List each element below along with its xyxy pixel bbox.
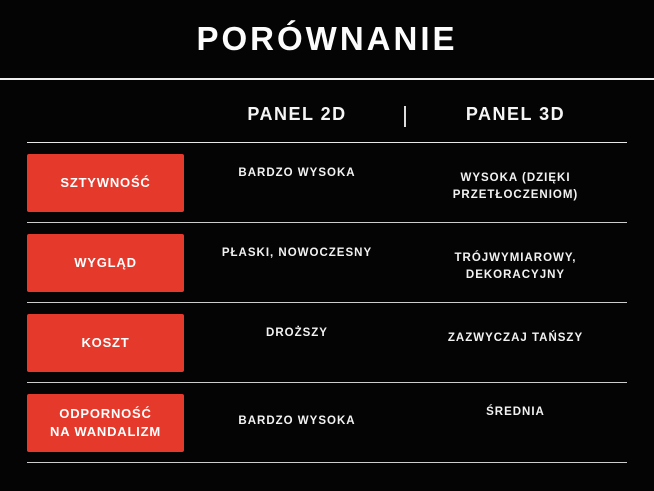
cell-panel2d-value: PŁASKI, NOWOCZESNY [221, 247, 373, 259]
row-label-cell: KOSZT [27, 303, 189, 382]
cell-panel2d-value: DROŻSZY [266, 327, 328, 339]
cell-panel3d-value: ZAZWYCZAJ TAŃSZY [447, 332, 584, 344]
table-row: SZTYWNOŚĆ BARDZO WYSOKA WYSOKA (DZIĘKI P… [27, 143, 627, 223]
row-label-box: ODPORNOŚĆ NA WANDALIZM [27, 393, 184, 452]
header-spacer [27, 80, 189, 142]
row-label: WYGLĄD [74, 254, 137, 270]
page-title: PORÓWNANIE [196, 20, 458, 57]
header-divider [404, 106, 406, 127]
row-label-cell: ODPORNOŚĆ NA WANDALIZM [27, 383, 189, 462]
row-label-box: KOSZT [27, 313, 184, 372]
header-panel-3d: PANEL 3D [465, 103, 566, 124]
row-label: SZTYWNOŚĆ [60, 174, 151, 190]
cell-panel3d-value: TRÓJWYMIAROWY, DEKORACYJNY [454, 252, 577, 282]
comparison-table: PANEL 2D PANEL 3D SZTYWNOŚĆ BARDZO WYSOK… [27, 80, 627, 463]
row-label-cell: WYGLĄD [27, 223, 189, 302]
cell-panel2d-value: BARDZO WYSOKA [238, 415, 356, 427]
row-label-cell: SZTYWNOŚĆ [27, 143, 189, 222]
table-row: WYGLĄD PŁASKI, NOWOCZESNY TRÓJWYMIAROWY,… [27, 223, 627, 303]
row-label-box: SZTYWNOŚĆ [27, 153, 184, 212]
row-label-box: WYGLĄD [27, 233, 184, 292]
row-label: ODPORNOŚĆ NA WANDALIZM [50, 405, 161, 439]
table-row: ODPORNOŚĆ NA WANDALIZM BARDZO WYSOKA ŚRE… [27, 383, 627, 463]
header-panel-2d: PANEL 2D [247, 103, 347, 124]
title-bar: PORÓWNANIE [0, 0, 654, 80]
row-label: KOSZT [81, 334, 130, 350]
cell-panel2d-value: BARDZO WYSOKA [238, 167, 356, 179]
cell-panel3d-value: ŚREDNIA [486, 406, 545, 418]
table-header-row: PANEL 2D PANEL 3D [27, 80, 627, 143]
table-row: KOSZT DROŻSZY ZAZWYCZAJ TAŃSZY [27, 303, 627, 383]
cell-panel3d-value: WYSOKA (DZIĘKI PRZETŁOCZENIOM) [452, 172, 579, 202]
